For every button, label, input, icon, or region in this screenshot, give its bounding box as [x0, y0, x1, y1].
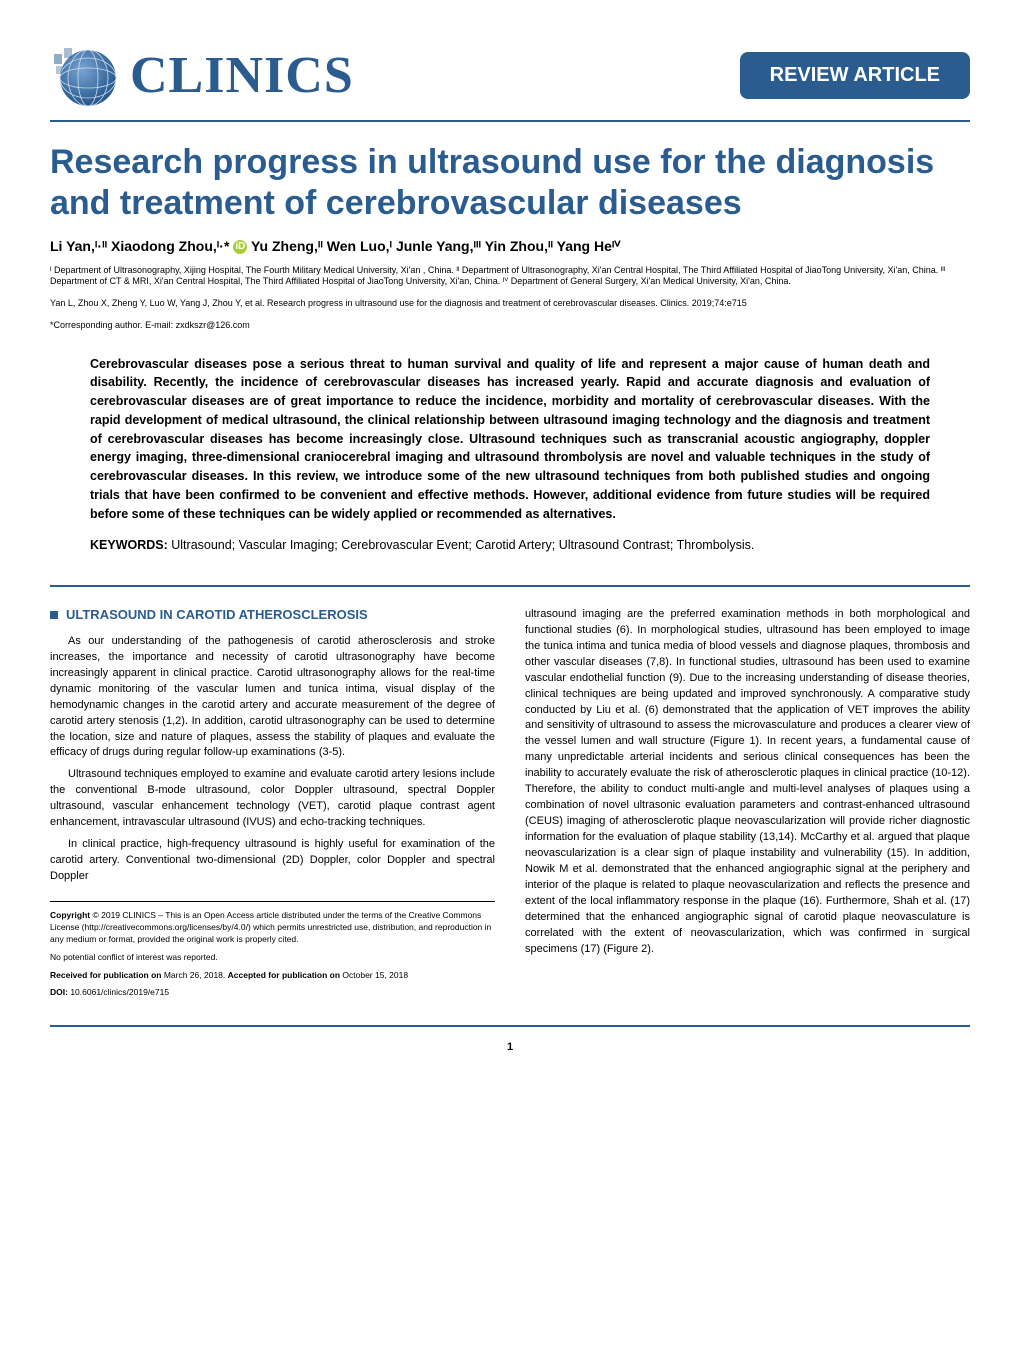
doi-label: DOI: — [50, 987, 68, 997]
copyright-line: Copyright © 2019 CLINICS – This is an Op… — [50, 910, 495, 946]
section-heading: ULTRASOUND IN CAROTID ATHEROSCLEROSIS — [50, 607, 495, 622]
body-paragraph: In clinical practice, high-frequency ult… — [50, 837, 495, 885]
section-heading-text: ULTRASOUND IN CAROTID ATHEROSCLEROSIS — [66, 607, 368, 622]
body-paragraph: ultrasound imaging are the preferred exa… — [525, 607, 970, 958]
doi-value: 10.6061/clinics/2019/e715 — [68, 987, 169, 997]
journal-logo: CLINICS — [50, 40, 354, 110]
bullet-icon — [50, 611, 58, 619]
column-left: ULTRASOUND IN CAROTID ATHEROSCLEROSIS As… — [50, 607, 495, 1005]
copyright-text: © 2019 CLINICS – This is an Open Access … — [50, 910, 491, 944]
globe-icon — [50, 40, 120, 110]
accepted-date: October 15, 2018 — [340, 970, 408, 980]
received-date: March 26, 2018. — [161, 970, 227, 980]
bottom-rule — [50, 1025, 970, 1027]
keywords-label: KEYWORDS: — [90, 538, 168, 552]
author-list: Li Yan,ᴵ·ᴵᴵ Xiaodong Zhou,ᴵ·* iD Yu Zhen… — [50, 238, 970, 255]
body-paragraph: Ultrasound techniques employed to examin… — [50, 767, 495, 831]
citation: Yan L, Zhou X, Zheng Y, Luo W, Yang J, Z… — [50, 298, 970, 310]
article-title: Research progress in ultrasound use for … — [50, 142, 970, 224]
corresponding-author: *Corresponding author. E-mail: zxdkszr@1… — [50, 320, 970, 330]
received-label: Received for publication on — [50, 970, 161, 980]
keywords-line: KEYWORDS: Ultrasound; Vascular Imaging; … — [90, 537, 930, 555]
body-columns: ULTRASOUND IN CAROTID ATHEROSCLEROSIS As… — [50, 607, 970, 1005]
body-paragraph: As our understanding of the pathogenesis… — [50, 634, 495, 762]
authors-part2: Yu Zheng,ᴵᴵ Wen Luo,ᴵ Junle Yang,ᴵᴵᴵ Yin… — [251, 238, 621, 254]
journal-header: CLINICS REVIEW ARTICLE — [50, 40, 970, 122]
section-divider — [50, 585, 970, 587]
conflict-statement: No potential conflict of interest was re… — [50, 952, 495, 964]
journal-name: CLINICS — [130, 46, 354, 105]
doi-line: DOI: 10.6061/clinics/2019/e715 — [50, 987, 495, 999]
abstract-text: Cerebrovascular diseases pose a serious … — [90, 355, 930, 524]
page-number: 1 — [50, 1041, 970, 1053]
keywords-values: Ultrasound; Vascular Imaging; Cerebrovas… — [168, 538, 755, 552]
copyright-label: Copyright — [50, 910, 90, 920]
authors-part1: Li Yan,ᴵ·ᴵᴵ Xiaodong Zhou,ᴵ·* — [50, 238, 233, 254]
received-line: Received for publication on March 26, 20… — [50, 970, 495, 982]
affiliations: ᴵ Department of Ultrasonography, Xijing … — [50, 265, 970, 288]
abstract-block: Cerebrovascular diseases pose a serious … — [50, 355, 970, 555]
footer-metadata: Copyright © 2019 CLINICS – This is an Op… — [50, 901, 495, 999]
column-right: ultrasound imaging are the preferred exa… — [525, 607, 970, 1005]
accepted-label: Accepted for publication on — [228, 970, 340, 980]
article-type-badge: REVIEW ARTICLE — [740, 52, 970, 99]
orcid-icon: iD — [233, 240, 247, 254]
